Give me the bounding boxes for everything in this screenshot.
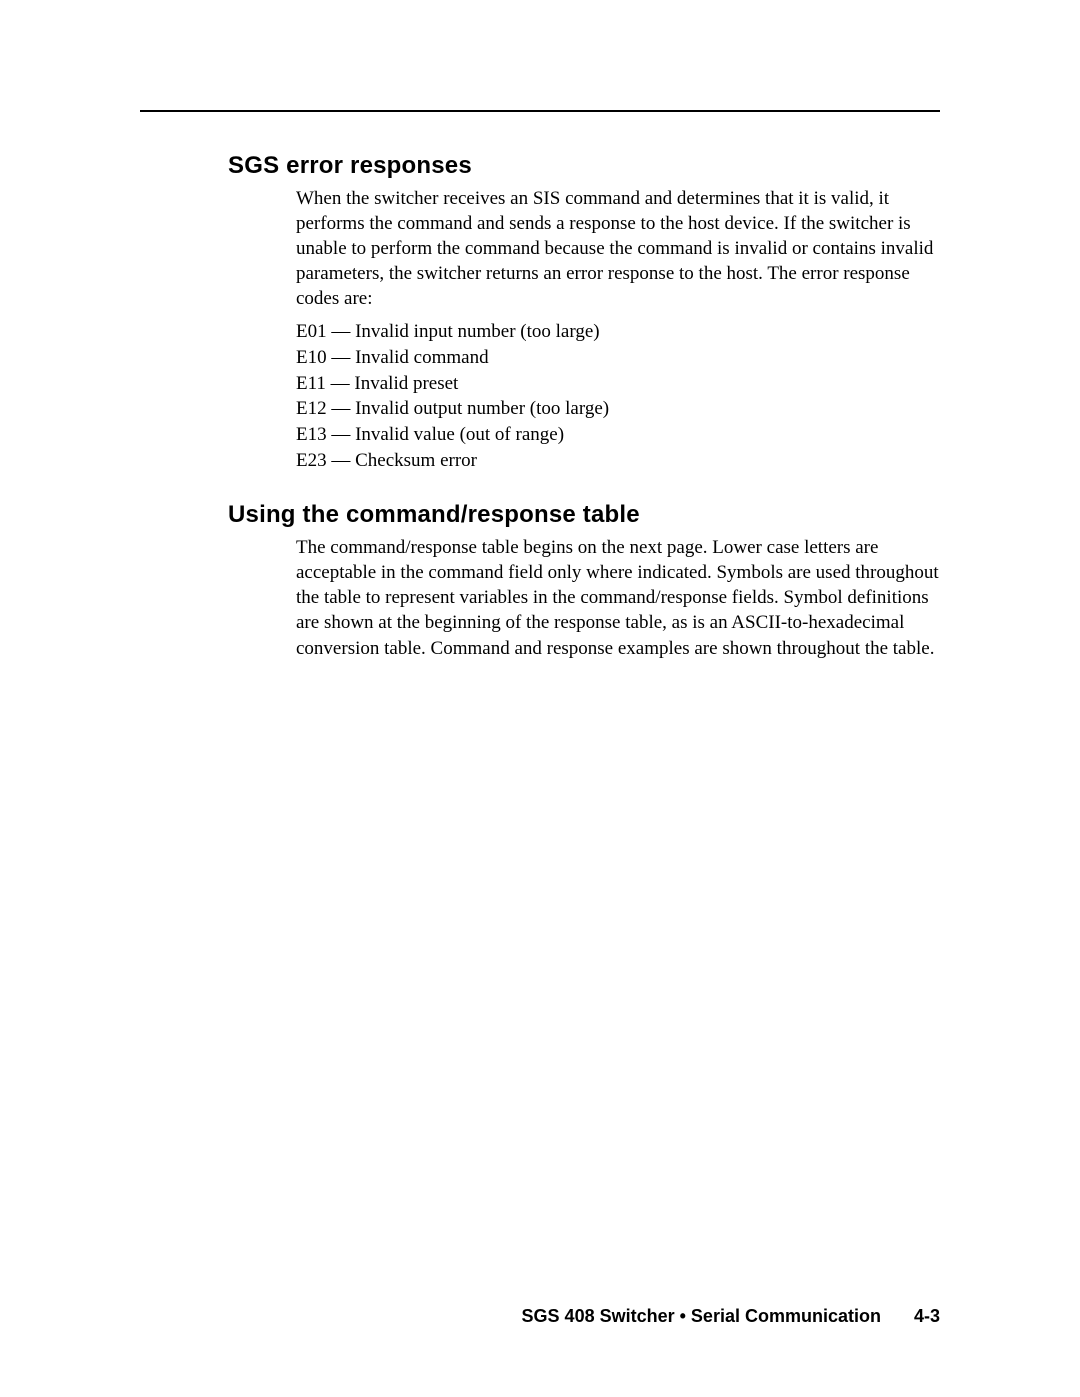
error-code-item: E11 — Invalid preset <box>296 371 940 397</box>
page-footer: SGS 408 Switcher • Serial Communication … <box>522 1306 940 1327</box>
error-code-item: E12 — Invalid output number (too large) <box>296 396 940 422</box>
section-using-command-response: Using the command/response table The com… <box>140 501 940 660</box>
section-sgs-error-responses: SGS error responses When the switcher re… <box>140 152 940 473</box>
paragraph: When the switcher receives an SIS comman… <box>296 186 940 311</box>
page: SGS error responses When the switcher re… <box>0 0 1080 1397</box>
error-code-item: E10 — Invalid command <box>296 345 940 371</box>
error-code-item: E01 — Invalid input number (too large) <box>296 319 940 345</box>
top-rule <box>140 110 940 112</box>
heading-sgs-error: SGS error responses <box>228 152 940 180</box>
error-code-list: E01 — Invalid input number (too large) E… <box>296 319 940 473</box>
error-code-item: E13 — Invalid value (out of range) <box>296 422 940 448</box>
footer-page-number: 4-3 <box>914 1306 940 1326</box>
paragraph: The command/response table begins on the… <box>296 535 940 660</box>
heading-command-response: Using the command/response table <box>228 501 940 529</box>
footer-title: SGS 408 Switcher • Serial Communication <box>522 1306 881 1326</box>
error-code-item: E23 — Checksum error <box>296 448 940 474</box>
